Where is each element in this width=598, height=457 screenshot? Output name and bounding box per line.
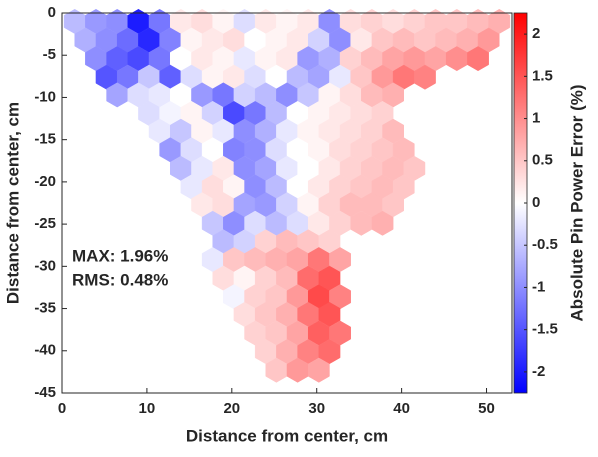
- x-axis-label: Distance from center, cm: [186, 426, 388, 445]
- hex-cell: [467, 46, 489, 72]
- y-tick-label: -35: [34, 300, 56, 317]
- x-tick-label: 50: [478, 400, 495, 417]
- x-tick-label: 10: [139, 400, 156, 417]
- hex-cell: [307, 357, 330, 383]
- hex-cell: [329, 320, 351, 346]
- colorbar-label: Absolute Pin Power Error (%): [567, 84, 586, 321]
- colorbar-tick-label: 1: [532, 110, 540, 127]
- y-tick-label: -45: [34, 384, 56, 401]
- hex-cell: [371, 210, 394, 236]
- hex-cell: [382, 118, 404, 144]
- colorbar-tick-label: -2: [532, 363, 545, 380]
- y-tick-label: 0: [48, 4, 56, 21]
- hex-cell: [392, 137, 415, 163]
- colorbar-tick-label: -1.5: [532, 321, 558, 338]
- hex-cell: [318, 301, 341, 327]
- y-tick-label: -10: [34, 88, 56, 105]
- y-tick-label: -25: [34, 215, 56, 232]
- y-tick-label: -15: [34, 131, 56, 148]
- x-tick-label: 0: [58, 400, 66, 417]
- hex-cell: [318, 265, 341, 291]
- x-tick-label: 20: [223, 400, 240, 417]
- hex-cell: [382, 82, 404, 108]
- annotation: RMS: 0.48%: [72, 270, 168, 289]
- hex-cell: [414, 64, 436, 90]
- hex-cell: [488, 8, 511, 34]
- y-tick-label: -5: [43, 46, 56, 63]
- colorbar-tick-label: -0.5: [532, 236, 558, 253]
- colorbar-tick-label: 1.5: [532, 67, 553, 84]
- y-axis-label: Distance from center, cm: [3, 102, 22, 304]
- annotation: MAX: 1.96%: [72, 246, 168, 265]
- y-tick-label: -30: [34, 257, 56, 274]
- hex-cell: [329, 247, 351, 273]
- colorbar-tick-label: 2: [532, 25, 540, 42]
- colorbar-tick-label: 0: [532, 194, 540, 211]
- axes-box: [61, 12, 513, 394]
- y-tick-label: -20: [34, 173, 56, 190]
- colorbar-tick-label: 0.5: [532, 152, 553, 169]
- hex-cell: [403, 155, 426, 181]
- colorbar-tick-label: -1: [532, 278, 545, 295]
- hex-cell: [382, 192, 404, 218]
- x-tick-label: 30: [308, 400, 325, 417]
- hex-cell: [477, 27, 500, 53]
- x-tick-label: 40: [393, 400, 410, 417]
- hex-cell: [318, 339, 341, 365]
- y-tick-label: -40: [34, 342, 56, 359]
